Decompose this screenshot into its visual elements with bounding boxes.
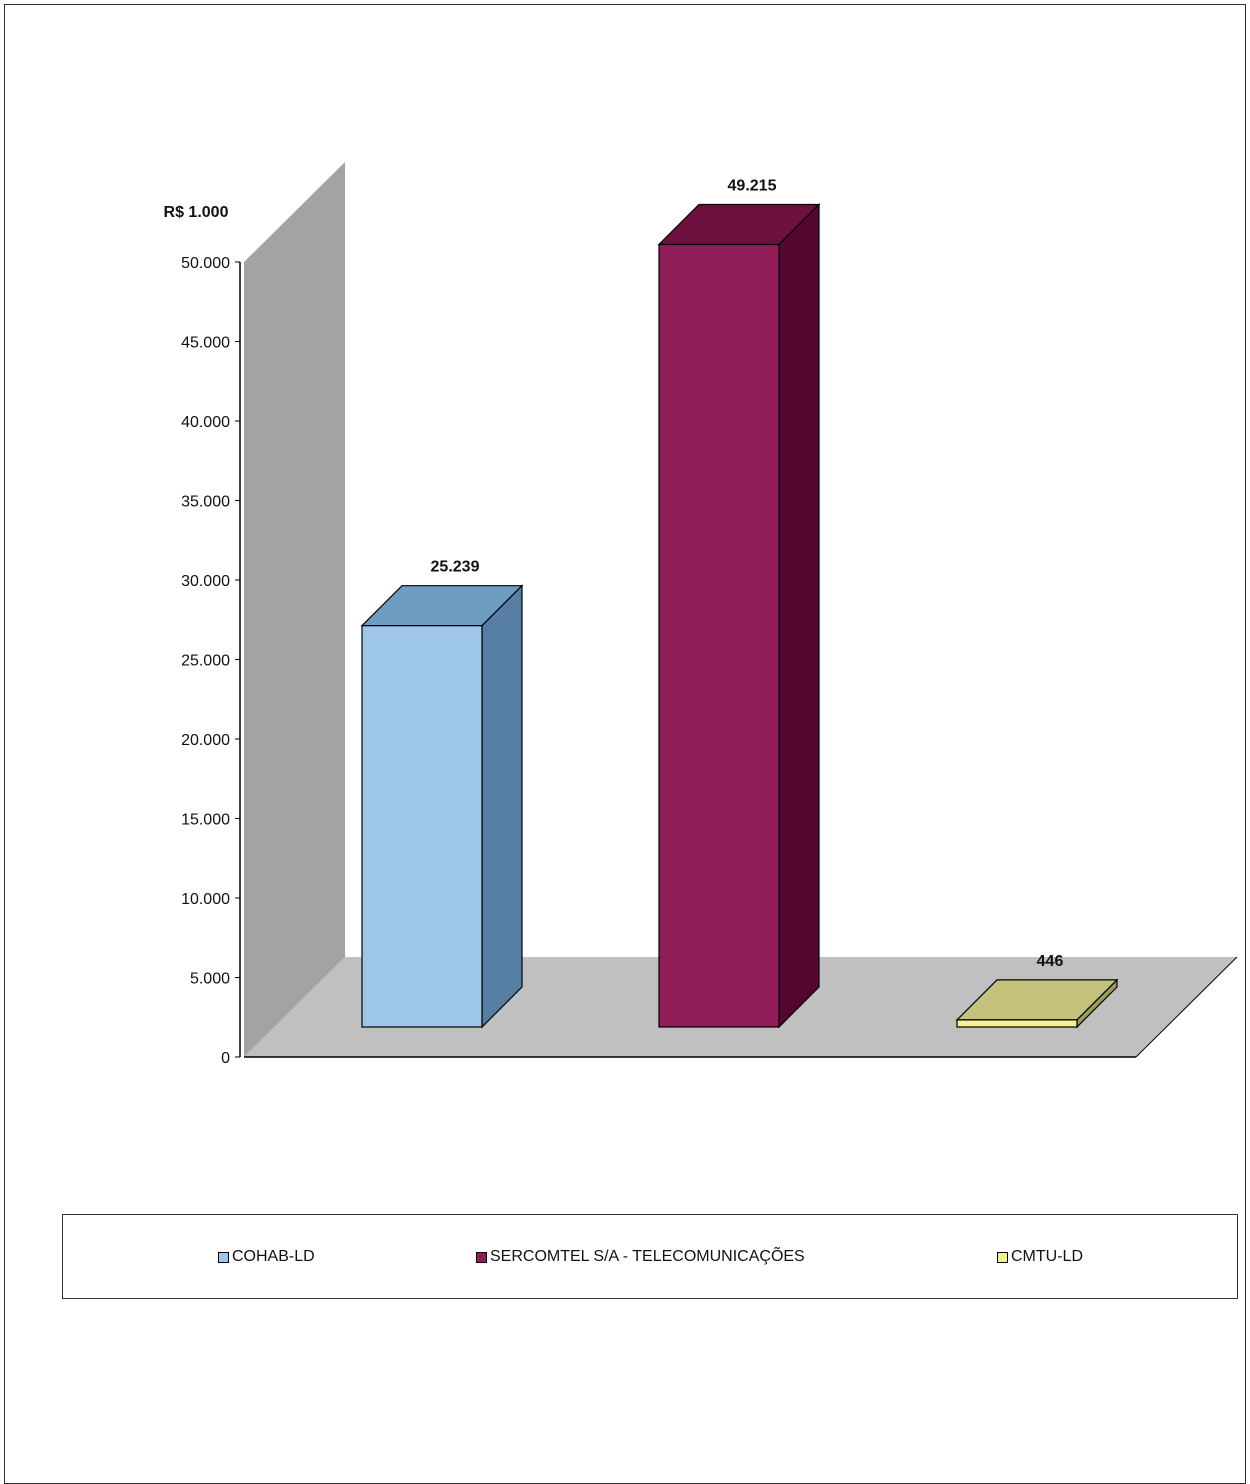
bar-value-label: 446 [1037,953,1064,970]
legend-label: COHAB-LD [232,1248,315,1265]
bar [360,584,524,1029]
y-tick-label: 0 [221,1050,230,1067]
legend: COHAB-LD SERCOMTEL S/A - TELECOMUNICAÇÕES… [62,1214,1238,1299]
bar-chart: R$ 1.000 0 5.000 10.000 15.000 20.000 25.000 3… [164,162,1238,1067]
y-axis-ticks: 0 5.000 10.000 15.000 20.000 25.000 30.000 35.0… [181,255,240,1067]
bar-value-label: 49.215 [728,177,777,194]
legend-label: SERCOMTEL S/A - TELECOMUNICAÇÕES [490,1248,805,1265]
unit-label: R$ 1.000 [164,204,229,221]
legend-item: CMTU-LD [997,1248,1083,1266]
legend-item: COHAB-LD [218,1248,315,1266]
value-labels: 25.239 49.215 446 [431,177,1064,969]
y-tick-label: 45.000 [181,335,230,352]
bar-front-face [361,625,483,1028]
bar-value-label: 25.239 [431,559,480,576]
y-tick-label: 30.000 [181,573,230,590]
y-tick-label: 15.000 [181,812,230,829]
bar-side-face [481,584,523,1029]
y-tick-label: 35.000 [181,494,230,511]
y-tick-label: 40.000 [181,414,230,431]
legend-swatch [997,1251,1008,1263]
y-tick-label: 25.000 [181,653,230,670]
bar-front-face [658,243,780,1028]
y-tick-label: 10.000 [181,891,230,908]
bar [657,203,821,1029]
y-tick-label: 5.000 [190,971,230,988]
legend-swatch [218,1251,229,1263]
y-tick-label: 20.000 [181,732,230,749]
bars [360,203,1119,1029]
chart-back-wall [244,162,345,1057]
legend-label: CMTU-LD [1011,1248,1083,1265]
bar [955,978,1119,1029]
floor-right-edge [1135,956,1238,1058]
legend-swatch [476,1251,487,1263]
bar-front-face [956,1019,1078,1028]
bar-side-face [778,203,820,1029]
legend-item: SERCOMTEL S/A - TELECOMUNICAÇÕES [476,1248,805,1266]
y-tick-label: 50.000 [181,255,230,272]
